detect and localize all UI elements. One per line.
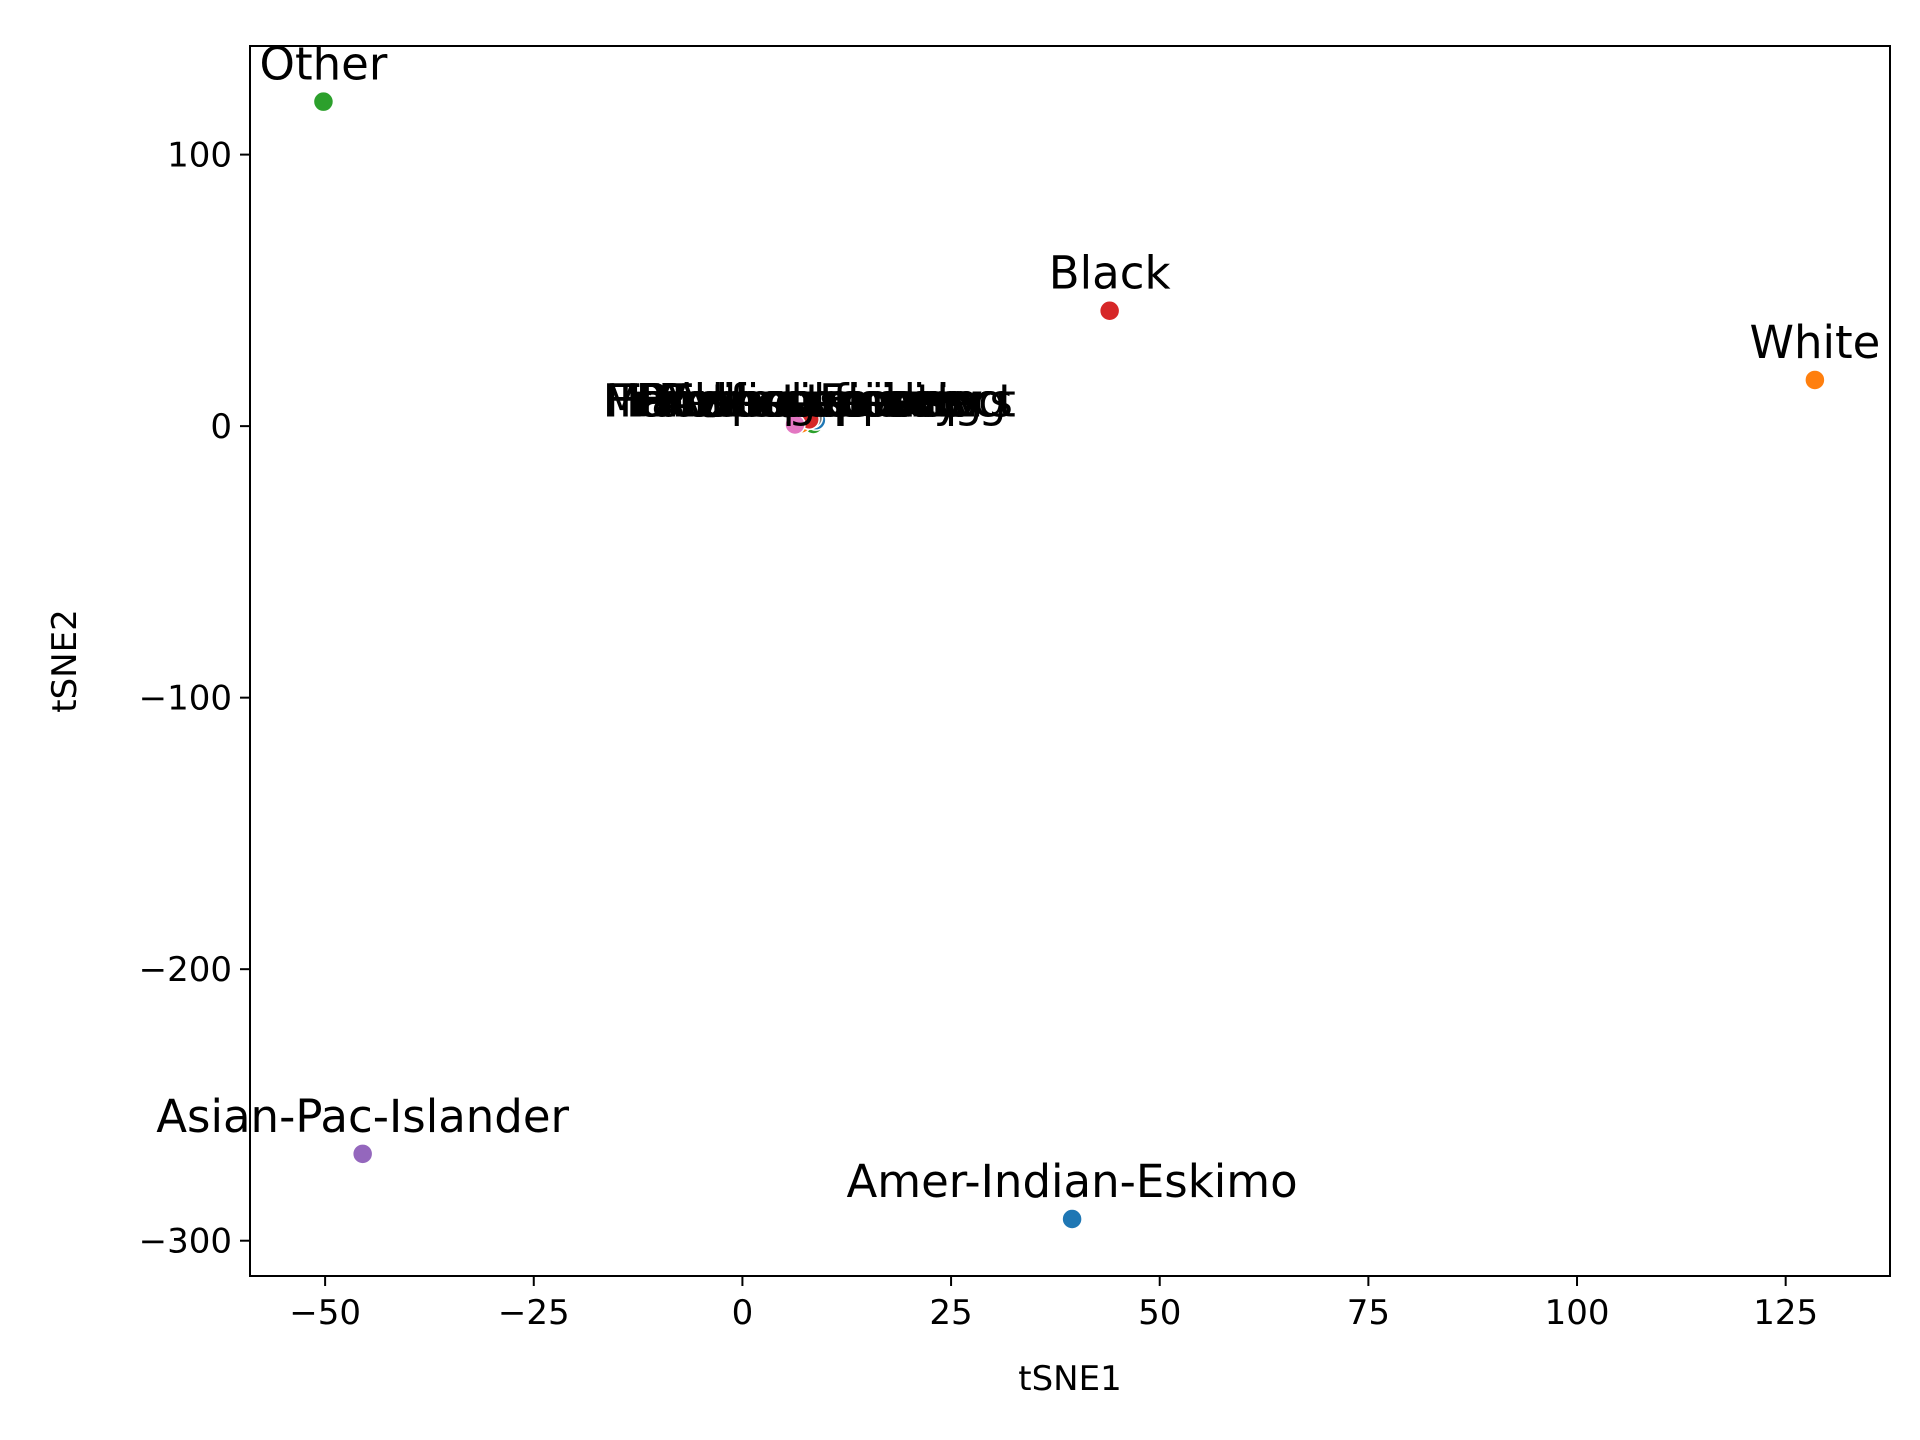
y-tick-label: −300 [139,1222,232,1262]
data-point [1098,299,1121,322]
cluster-label: Prof-specialty [658,375,960,428]
y-axis-ticks: −300 −200 −100 0 100 [139,136,250,1262]
data-point [312,90,335,113]
point-label: Asian-Pac-Islander [156,1090,569,1143]
x-tick-label: 50 [1138,1293,1181,1333]
x-tick-label: −50 [289,1293,361,1333]
cluster-labels-layer: Tech-supportProf-specialtyHandlers-clean… [603,375,1016,428]
x-axis-label: tSNE1 [1018,1359,1121,1399]
data-point [1061,1208,1083,1230]
plot-frame [249,45,1891,1277]
plot-background [250,46,1890,1276]
cluster-label: Machine-op-inspct [603,375,1016,428]
cluster-label: Transport-moving [611,375,1007,428]
point-label: White [1749,316,1880,369]
x-tick-label: 0 [732,1293,754,1333]
x-axis-ticks: −50 −25 0 25 50 75 100 125 [289,1276,1818,1333]
cluster-label: Adm-clerical [669,375,948,428]
y-tick-label: −200 [139,950,232,990]
cluster-label: Tech-support [663,375,954,428]
x-tick-label: −25 [498,1293,570,1333]
cluster-label: Handlers-cleaners [605,375,1013,428]
points-layer [312,90,1826,1230]
x-tick-label: 100 [1545,1293,1610,1333]
data-point [1804,369,1826,391]
y-axis-label: tSNE2 [45,609,85,712]
x-tick-label: 75 [1347,1293,1390,1333]
y-tick-label: −100 [139,679,232,719]
data-point [351,1143,374,1165]
cluster-data-point [784,413,806,436]
point-label: Black [1049,247,1171,300]
x-tick-label: 125 [1753,1293,1818,1333]
x-tick-label: 25 [929,1293,972,1333]
point-label: Amer-Indian-Eskimo [847,1155,1298,1208]
y-tick-label: 100 [167,136,232,176]
cluster-label: Farming-fishing [636,375,983,428]
y-tick-label: 0 [210,407,232,447]
cluster-label: Priv-house-serv [636,375,983,428]
cluster-label: Armed-Forces [654,375,964,428]
cluster-label: Protective-serv [640,375,978,428]
point-labels-layer: Amer-Indian-EskimoWhiteOtherBlackAsian-P… [156,38,1880,1208]
